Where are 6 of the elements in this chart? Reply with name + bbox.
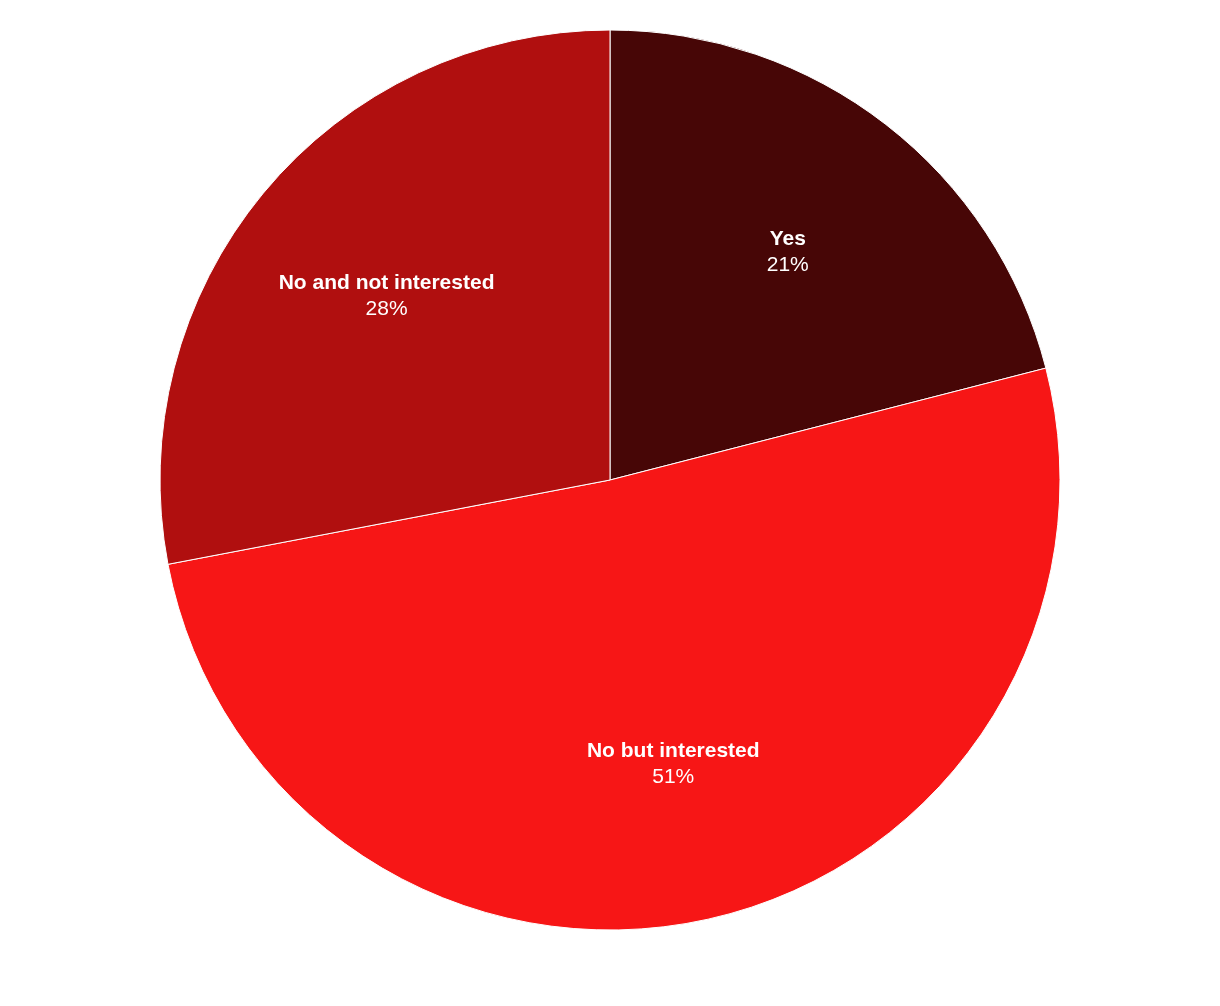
data-label: 28%	[365, 296, 408, 320]
data-label: 21%	[766, 251, 809, 275]
slice-label: No and not interested	[278, 270, 495, 294]
data-label: 51%	[652, 764, 695, 788]
slice-label: Yes	[769, 225, 806, 249]
slice-label: No but interested	[586, 738, 760, 762]
